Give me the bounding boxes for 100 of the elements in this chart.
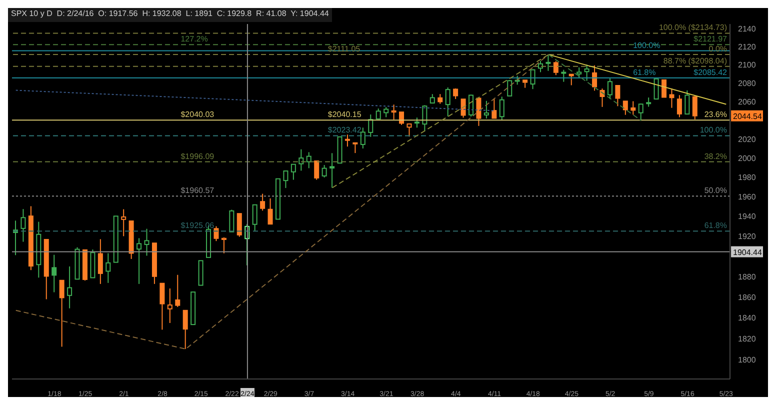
y-tick-label: 2000 (738, 154, 756, 163)
y-tick-label: 1960 (738, 192, 756, 202)
annotation: 61.8% (633, 68, 656, 77)
candlestick (283, 170, 288, 189)
ref-line-label: $2121.97 (694, 34, 728, 44)
ref-line-label: $1996.09 (180, 152, 215, 161)
y-tick-label: 2100 (738, 60, 756, 70)
annotation: 61.8% (704, 221, 727, 230)
candlestick (252, 204, 258, 232)
y-tick-label: 2060 (738, 97, 756, 106)
candlestick (98, 238, 103, 284)
candlestick (576, 66, 582, 78)
ref-line-label: $2023.42 (328, 126, 362, 135)
candlestick (692, 96, 698, 120)
annotation: 100.0% (633, 40, 660, 50)
candlestick (615, 85, 620, 107)
candlestick (553, 60, 558, 76)
ref-line-label: $1960.57 (180, 186, 215, 196)
candlestick (314, 160, 320, 180)
y-tick-label: 1920 (738, 232, 756, 242)
candlestick (684, 90, 690, 115)
candlestick (468, 94, 474, 118)
candlestick (59, 280, 64, 348)
annotation: 38.2% (704, 152, 727, 161)
y-tick-label: 2120 (738, 42, 756, 52)
candlestick (546, 54, 551, 72)
y-tick-label: 1860 (738, 292, 756, 302)
candlestick (484, 100, 489, 120)
candlestick (221, 236, 226, 254)
candlestick (20, 208, 26, 242)
y-tick-label: 2140 (738, 24, 756, 34)
candlestick (268, 198, 273, 225)
candlestick (121, 208, 126, 237)
ref-line-label: $2085.42 (694, 68, 728, 77)
candlestick (260, 193, 266, 212)
candlestick (368, 114, 374, 138)
candlestick (290, 164, 296, 180)
candlestick (607, 78, 612, 100)
candlestick (352, 142, 358, 154)
annotation: 23.6% (704, 110, 727, 120)
ref-line-label: $2040.03 (180, 110, 215, 120)
candlestick (322, 164, 327, 178)
candlestick (167, 288, 172, 324)
candlestick (499, 96, 504, 121)
annotation: 127.2% (180, 34, 208, 44)
annotation: 100.0% (700, 126, 727, 135)
candlestick (646, 97, 652, 108)
candlestick (360, 127, 366, 149)
candlestick (507, 79, 512, 96)
ref-line-label: 100.0% ($2134.73) (658, 23, 728, 32)
candlestick (214, 226, 219, 242)
candlestick (384, 106, 389, 118)
chart-title: SPX 10 y D D: 2/24/16 O: 1917.56 H: 1932.08 L: 1891 C: 1929.8 R: 41.08 Y: 1904.44 (8, 8, 332, 22)
y-tick-label: 1840 (738, 314, 756, 323)
candlestick (669, 88, 674, 108)
candlestick (144, 228, 150, 256)
candlestick (236, 213, 242, 238)
ref-line-label: $1925.06 (180, 221, 215, 230)
candlestick (638, 103, 644, 122)
candlestick (406, 123, 412, 138)
candlestick (584, 64, 590, 82)
candlestick (592, 64, 598, 92)
candlestick (344, 134, 350, 148)
candlestick (414, 117, 420, 128)
candlestick (67, 266, 72, 309)
candlestick (229, 209, 234, 232)
candlestick (662, 79, 667, 98)
candlestick (622, 100, 628, 116)
candlestick (106, 252, 111, 284)
candlestick (476, 98, 482, 126)
ref-line-label: 1904.44 (733, 248, 762, 257)
candlestick (182, 310, 188, 350)
y-tick-label: 2020 (738, 134, 756, 144)
candlestick (175, 274, 180, 308)
candlestick (538, 60, 543, 73)
candlestick (160, 282, 165, 330)
candlestick (298, 148, 304, 172)
candlestick (399, 112, 404, 126)
candlestick (306, 152, 312, 169)
candlestick (52, 254, 57, 293)
y-tick-label: 1800 (738, 356, 756, 365)
annotation: 2044.54 (733, 112, 762, 121)
y-tick-label: 1980 (738, 173, 756, 182)
candlestick (561, 69, 566, 82)
candlestick (438, 94, 443, 104)
candlestick (460, 98, 466, 118)
candlestick (136, 238, 142, 284)
candlestick (391, 104, 396, 120)
candlestick (676, 94, 682, 118)
candlestick (568, 74, 574, 86)
candlestick (330, 152, 335, 188)
annotation: $2040.15 (328, 110, 362, 120)
candlestick (630, 100, 636, 116)
annotation: 50.0% (704, 186, 727, 196)
y-tick-label: 2080 (738, 78, 756, 88)
candlestick (376, 108, 381, 120)
y-tick-label: 1880 (738, 272, 756, 282)
y-tick-label: 1940 (738, 212, 756, 222)
candlestick (445, 86, 450, 117)
y-tick-label: 1820 (738, 334, 756, 344)
